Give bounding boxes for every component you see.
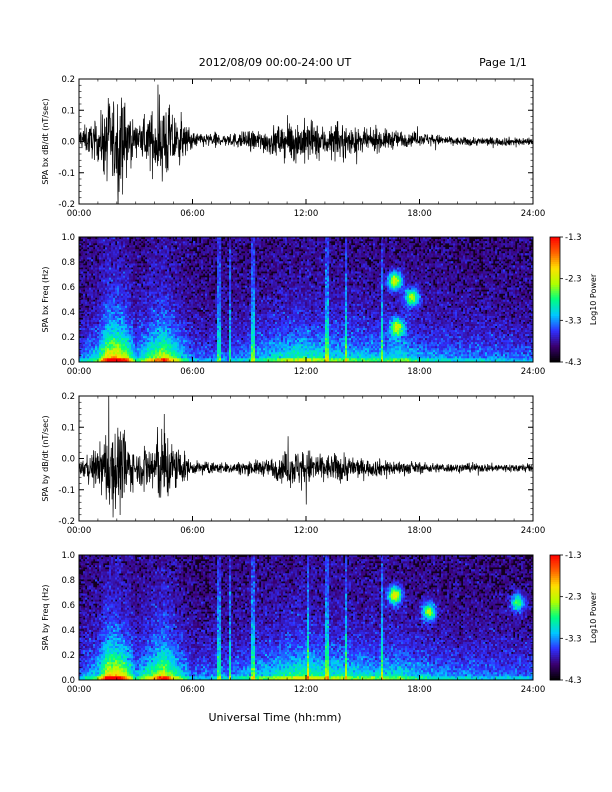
y-tick-label: 0.8 bbox=[61, 576, 75, 586]
y-tick-label: 0.6 bbox=[61, 601, 75, 611]
colorbar-by-spectrogram: -1.3 -2.3 -3.3 -4.3 Log10 Power bbox=[549, 551, 598, 686]
y-tick-label: 0.0 bbox=[61, 138, 75, 148]
y-tick-label: 0.8 bbox=[61, 258, 75, 268]
colorbar-bx-spectrogram: -1.3 -2.3 -3.3 -4.3 Log10 Power bbox=[549, 233, 598, 368]
y-tick-label: -0.2 bbox=[58, 200, 75, 210]
colorbar-label: Log10 Power bbox=[589, 273, 598, 325]
x-tick-label: 00:00 bbox=[67, 685, 92, 695]
x-tick-label: 00:00 bbox=[67, 367, 92, 377]
x-tick-label: 00:00 bbox=[67, 526, 92, 536]
x-tick-label: 12:00 bbox=[294, 685, 319, 695]
figure-title: 2012/08/09 00:00-24:00 UT bbox=[199, 56, 352, 69]
x-tick-label: 24:00 bbox=[521, 685, 546, 695]
x-tick-label: 06:00 bbox=[180, 209, 205, 219]
spectrogram-cells-bx-spectrogram bbox=[79, 237, 533, 362]
x-tick-label: 06:00 bbox=[180, 526, 205, 536]
y-tick-label: 0.6 bbox=[61, 283, 75, 293]
colorbar-tick-label: -4.3 bbox=[565, 676, 582, 686]
series-line-bx-dbdt bbox=[79, 84, 533, 204]
panel-bx-dbdt: 0.2 0.1 0.0 -0.1 -0.200:00 06:00 12:00 18:00 24:… bbox=[41, 75, 545, 219]
y-axis-label: SPA bx Freq (Hz) bbox=[41, 267, 50, 333]
x-tick-label: 18:00 bbox=[407, 367, 432, 377]
colorbar-tick-label: -4.3 bbox=[565, 358, 582, 368]
y-axis-label: SPA bx dB/dt (nT/sec) bbox=[41, 98, 50, 184]
page-indicator: Page 1/1 bbox=[479, 56, 527, 69]
y-tick-label: -0.1 bbox=[58, 486, 75, 496]
y-tick-label: 0.1 bbox=[61, 423, 75, 433]
x-tick-label: 18:00 bbox=[407, 209, 432, 219]
y-tick-label: 0.0 bbox=[61, 676, 75, 686]
panel-by-spectrogram: -1.3 -2.3 -3.3 -4.3 Log10 Power 1.0 0.8 0.6 0.4 0… bbox=[41, 551, 598, 695]
y-tick-label: 0.0 bbox=[61, 358, 75, 368]
x-tick-label: 06:00 bbox=[180, 685, 205, 695]
y-tick-label: 0.2 bbox=[61, 392, 75, 402]
colorbar-tick-label: -3.3 bbox=[565, 634, 582, 644]
colorbar-tick-label: -2.3 bbox=[565, 275, 582, 285]
y-tick-label: 0.2 bbox=[61, 75, 75, 85]
y-tick-label: 0.2 bbox=[61, 651, 75, 661]
y-tick-label: -0.2 bbox=[58, 517, 75, 527]
x-tick-label: 06:00 bbox=[180, 367, 205, 377]
colorbar-tick-label: -1.3 bbox=[565, 551, 582, 561]
y-tick-label: 0.0 bbox=[61, 455, 75, 465]
series-line-by-dbdt bbox=[79, 396, 533, 518]
colorbar-tick-label: -1.3 bbox=[565, 233, 582, 243]
y-tick-label: 0.1 bbox=[61, 106, 75, 116]
colorbar-tick-label: -3.3 bbox=[565, 316, 582, 326]
y-tick-label: 1.0 bbox=[61, 233, 75, 243]
x-tick-label: 24:00 bbox=[521, 209, 546, 219]
x-tick-label: 24:00 bbox=[521, 526, 546, 536]
x-tick-label: 18:00 bbox=[407, 685, 432, 695]
time-axis-label: Universal Time (hh:mm) bbox=[209, 711, 342, 724]
y-tick-label: 0.4 bbox=[61, 626, 75, 636]
y-axis-label: SPA by dB/dt (nT/sec) bbox=[41, 415, 50, 501]
x-tick-label: 12:00 bbox=[294, 209, 319, 219]
panel-by-dbdt: 0.2 0.1 0.0 -0.1 -0.200:00 06:00 12:00 18:00 24:… bbox=[41, 392, 546, 536]
colorbar-tick-label: -2.3 bbox=[565, 593, 582, 603]
y-tick-label: -0.1 bbox=[58, 169, 75, 179]
x-tick-label: 00:00 bbox=[67, 209, 92, 219]
y-tick-label: 0.4 bbox=[61, 308, 75, 318]
panel-bx-spectrogram: -1.3 -2.3 -3.3 -4.3 Log10 Power 1.0 0.8 0.6 0.4 0… bbox=[41, 233, 598, 377]
spectrogram-cells-by-spectrogram bbox=[79, 555, 533, 680]
x-tick-label: 18:00 bbox=[407, 526, 432, 536]
y-tick-label: 1.0 bbox=[61, 551, 75, 561]
y-tick-label: 0.2 bbox=[61, 333, 75, 343]
x-tick-label: 12:00 bbox=[294, 526, 319, 536]
plot-panels: 0.20.10.0-0.1-0.200:00 06:00 12:00 18:00 24:… bbox=[41, 75, 598, 695]
x-tick-label: 24:00 bbox=[521, 367, 546, 377]
x-tick-label: 12:00 bbox=[294, 367, 319, 377]
y-axis-label: SPA by Freq (Hz) bbox=[41, 585, 50, 651]
colorbar-label: Log10 Power bbox=[589, 591, 598, 643]
